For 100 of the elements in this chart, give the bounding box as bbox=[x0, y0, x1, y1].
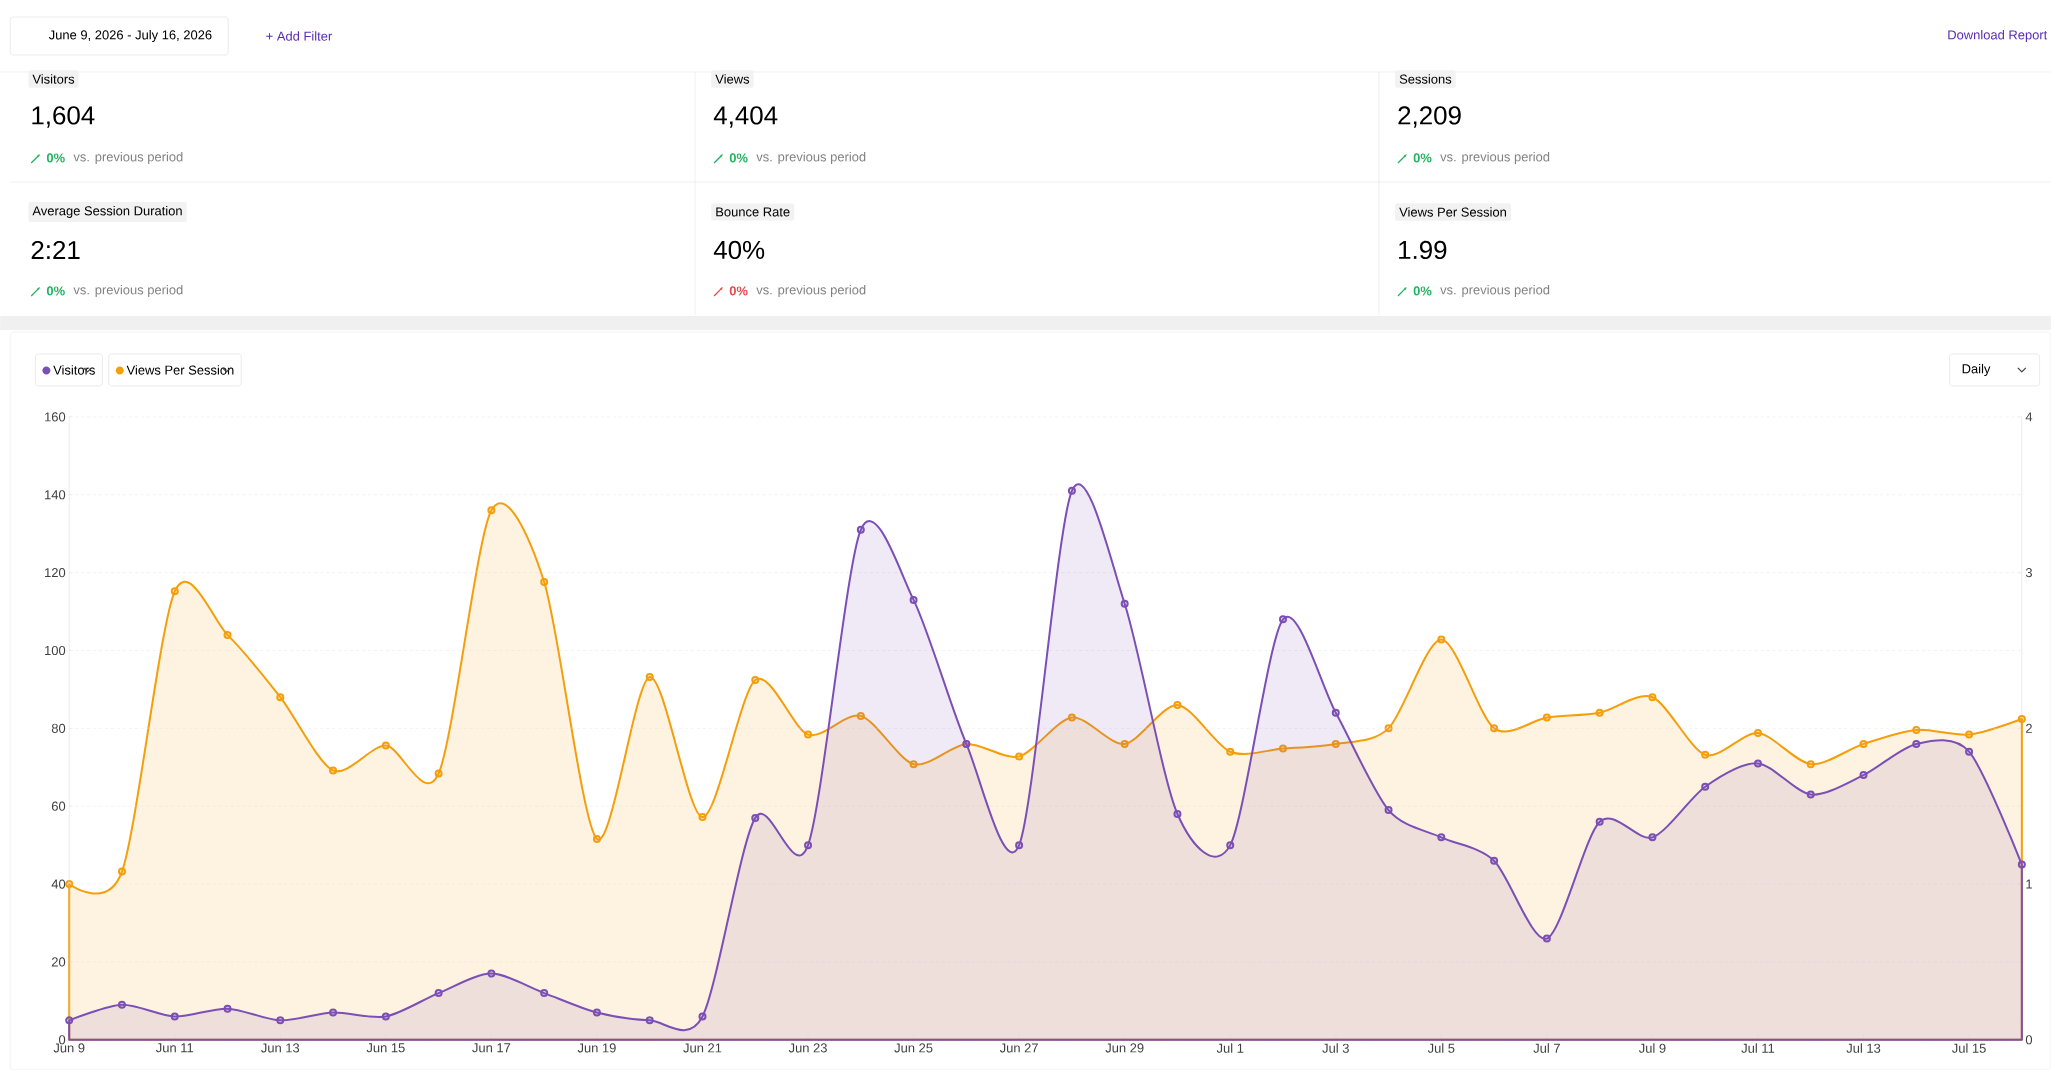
point bbox=[1437, 635, 1446, 644]
y-tick-label: 40 bbox=[51, 879, 66, 889]
text: 0% bbox=[1413, 286, 1432, 296]
point bbox=[1384, 724, 1393, 733]
point bbox=[1912, 739, 1921, 748]
text: + Add Filter bbox=[266, 31, 333, 41]
x-tick-label: Jun 29 bbox=[1105, 1043, 1144, 1053]
point bbox=[751, 813, 760, 822]
point bbox=[1806, 790, 1815, 799]
x-tick-label: Jun 17 bbox=[472, 1043, 511, 1053]
point bbox=[117, 1000, 126, 1009]
x-tick-label: Jul 13 bbox=[1846, 1043, 1881, 1053]
text: 0% bbox=[729, 286, 748, 296]
x-tick-label: Jul 3 bbox=[1322, 1043, 1349, 1053]
y-tick-label: 60 bbox=[51, 801, 66, 811]
x-tick-label: Jun 11 bbox=[155, 1043, 194, 1053]
text: 2,209 bbox=[1398, 106, 1461, 128]
point bbox=[1965, 730, 1974, 739]
point bbox=[645, 1016, 654, 1025]
point bbox=[1384, 806, 1393, 815]
point bbox=[751, 676, 760, 685]
text: 2:21 bbox=[31, 240, 80, 259]
point bbox=[1859, 771, 1868, 780]
point bbox=[487, 506, 496, 515]
x-tick-label: Jul 15 bbox=[1951, 1043, 1986, 1053]
point bbox=[1648, 693, 1657, 702]
point bbox=[1753, 759, 1762, 768]
point bbox=[329, 766, 338, 775]
point bbox=[170, 1012, 179, 1021]
point bbox=[1015, 841, 1024, 850]
point bbox=[804, 841, 813, 850]
y-tick-label: 80 bbox=[51, 723, 66, 733]
point bbox=[1648, 833, 1657, 842]
point bbox=[1753, 729, 1762, 738]
x-tick-label: Jun 13 bbox=[261, 1043, 300, 1053]
point bbox=[1542, 934, 1551, 943]
text: Download Report bbox=[1948, 29, 2048, 43]
point bbox=[1331, 708, 1340, 717]
text: vs. previous period bbox=[1440, 284, 1550, 297]
point bbox=[1806, 760, 1815, 769]
point bbox=[1120, 599, 1129, 608]
point bbox=[1437, 833, 1446, 842]
x-tick-label: Jul 11 bbox=[1741, 1043, 1775, 1053]
point bbox=[276, 693, 285, 702]
point bbox=[2017, 860, 2026, 869]
text: Average Session Duration bbox=[32, 205, 182, 218]
point bbox=[223, 1004, 232, 1013]
x-tick-label: Jul 9 bbox=[1638, 1043, 1666, 1053]
y-tick-label: 120 bbox=[45, 568, 66, 578]
text: June 9, 2026 - July 16, 2026 bbox=[48, 29, 212, 43]
y-tick-label: 0 bbox=[58, 1035, 66, 1045]
point bbox=[329, 1008, 338, 1017]
point bbox=[1701, 750, 1710, 759]
point bbox=[909, 595, 918, 604]
text: vs. previous period bbox=[756, 284, 866, 297]
point bbox=[434, 989, 443, 998]
point bbox=[1859, 739, 1868, 748]
point bbox=[1595, 708, 1604, 717]
point bbox=[65, 1016, 74, 1025]
x-tick-label: Jul 5 bbox=[1427, 1043, 1455, 1053]
legend-label: Views Per Session bbox=[126, 365, 234, 375]
point bbox=[117, 867, 126, 876]
point bbox=[698, 1012, 707, 1021]
point bbox=[2017, 715, 2026, 723]
point bbox=[856, 525, 865, 534]
text: Daily bbox=[1962, 363, 1991, 376]
point bbox=[487, 969, 496, 978]
y2-tick-label: 3 bbox=[2025, 568, 2032, 578]
x-tick-label: Jun 23 bbox=[788, 1043, 827, 1053]
point bbox=[1226, 747, 1235, 756]
point bbox=[540, 577, 549, 586]
point bbox=[1015, 752, 1024, 761]
y2-tick-label: 4 bbox=[2025, 412, 2033, 422]
text: Visitors bbox=[32, 74, 75, 84]
text: vs. previous period bbox=[1440, 151, 1550, 164]
y2-tick-label: 1 bbox=[2026, 879, 2032, 889]
point bbox=[592, 834, 601, 843]
point bbox=[381, 1012, 390, 1021]
point bbox=[1226, 841, 1235, 850]
text: 1.99 bbox=[1399, 240, 1447, 260]
point bbox=[804, 730, 813, 739]
text: Sessions bbox=[1399, 74, 1452, 84]
x-tick-label: Jun 21 bbox=[683, 1043, 722, 1053]
text: vs. previous period bbox=[73, 151, 183, 164]
text: 0% bbox=[46, 286, 65, 296]
point bbox=[170, 587, 179, 596]
y-tick-label: 140 bbox=[45, 490, 66, 500]
point bbox=[1965, 747, 1974, 756]
point bbox=[540, 989, 549, 998]
point bbox=[1067, 486, 1076, 495]
point bbox=[1595, 817, 1604, 826]
point bbox=[1173, 809, 1182, 818]
point bbox=[223, 630, 232, 639]
text: 1,604 bbox=[32, 106, 95, 128]
point bbox=[1490, 724, 1499, 733]
y2-tick-label: 2 bbox=[2026, 723, 2032, 733]
y2-tick-label: 0 bbox=[2025, 1035, 2033, 1045]
text: 0% bbox=[1413, 153, 1432, 163]
x-tick-label: Jul 7 bbox=[1533, 1043, 1560, 1053]
x-tick-label: Jun 25 bbox=[894, 1043, 933, 1053]
